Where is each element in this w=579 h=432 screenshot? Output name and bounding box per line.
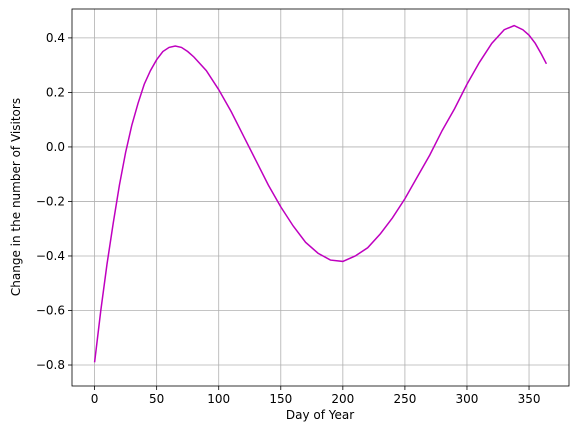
line-series (93, 24, 548, 363)
y-tick-label: 0.0 (46, 140, 65, 154)
y-tick-label: 0.2 (46, 85, 65, 99)
y-tick-label: 0.4 (46, 31, 65, 45)
x-tick-label: 200 (331, 392, 354, 406)
plot-frame (71, 8, 570, 387)
x-tick-label: 100 (207, 392, 230, 406)
x-tick-label: 50 (149, 392, 164, 406)
x-tick-label: 350 (518, 392, 541, 406)
y-tick-label: −0.2 (36, 194, 65, 208)
x-axis-label: Day of Year (286, 408, 354, 422)
x-tick-label: 150 (269, 392, 292, 406)
y-tick-label: −0.8 (36, 358, 65, 372)
x-tick-label: 0 (91, 392, 99, 406)
y-axis-label: Change in the number of Visitors (9, 98, 23, 296)
x-tick-label: 300 (456, 392, 479, 406)
x-tick-label: 250 (393, 392, 416, 406)
y-tick-label: −0.6 (36, 303, 65, 317)
y-tick-label: −0.4 (36, 249, 65, 263)
